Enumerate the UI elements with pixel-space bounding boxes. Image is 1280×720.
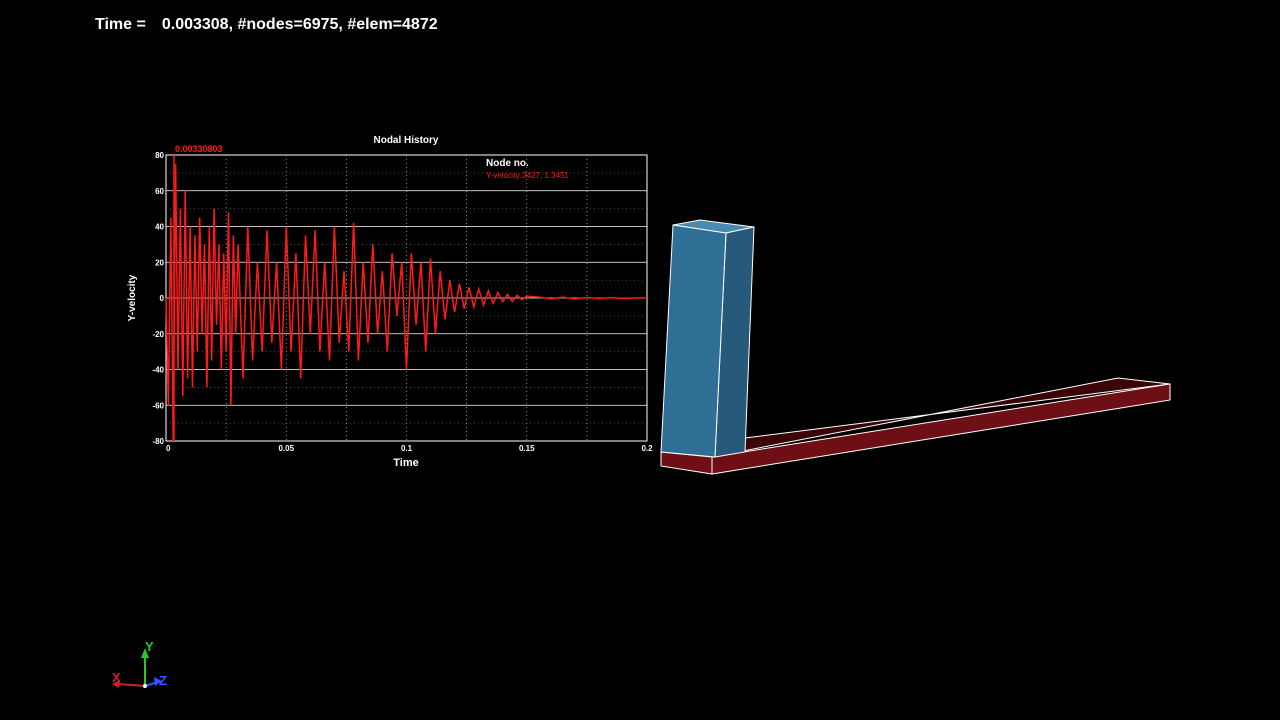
plot-title: Nodal History	[373, 135, 438, 146]
y-tick-label: 80	[155, 151, 164, 160]
triad-z-label: Z	[159, 673, 167, 688]
y-tick-label: 0	[160, 294, 165, 303]
y-tick-label: 60	[155, 187, 164, 196]
triad-y-label: Y	[145, 639, 154, 654]
x-tick-labels: 0 0.05 0.1 0.15 0.2	[166, 444, 653, 453]
x-axis-label: Time	[393, 457, 418, 469]
x-tick-label: 0.15	[519, 444, 535, 453]
y-tick-label: 20	[155, 258, 164, 267]
triad-y-arrow-icon	[141, 648, 149, 658]
nodal-history-plot: Nodal History -80 -60 -40 -20 0 20 40 60 80 0 0.0…	[127, 135, 653, 469]
block-front-face	[660, 224, 727, 458]
plot-grid	[166, 155, 647, 441]
triad-x-arrow-icon	[112, 680, 120, 688]
x-tick-label: 0.05	[278, 444, 294, 453]
status-line: Time = 0.003308, #nodes=6975, #elem=4872	[95, 16, 438, 34]
x-tick-label: 0	[166, 444, 171, 453]
time-value: 0.003308, #nodes=6975, #elem=4872	[161, 16, 438, 33]
time-label: Time =	[95, 16, 146, 33]
triad-origin	[143, 684, 147, 688]
y-axis-label: Y-velocity	[127, 274, 138, 321]
block-part[interactable]	[660, 219, 755, 458]
triad-x-axis	[117, 683, 146, 687]
legend-entry: Y-velocity:3427, 1.3451	[486, 171, 569, 180]
y-tick-label: -80	[152, 437, 164, 446]
axis-triad: X Y Z	[112, 639, 167, 688]
x-tick-label: 0.2	[641, 444, 653, 453]
beam-front-face	[711, 383, 1171, 475]
y-tick-label: -20	[152, 330, 164, 339]
y-tick-labels: -80 -60 -40 -20 0 20 40 60 80	[152, 151, 164, 446]
series-line-y-velocity	[165, 163, 647, 442]
time-cursor-label: 0.00330803	[175, 144, 223, 154]
y-tick-label: 40	[155, 223, 164, 232]
triad-z-arrow-icon	[154, 677, 162, 686]
fe-model-view[interactable]	[660, 219, 1171, 475]
triad-x-label: X	[112, 670, 121, 685]
y-tick-label: -40	[152, 366, 164, 375]
beam-top-face	[711, 377, 1171, 458]
x-tick-label: 0.1	[401, 444, 413, 453]
y-tick-label: -60	[152, 401, 164, 410]
legend-title: Node no.	[486, 158, 529, 169]
